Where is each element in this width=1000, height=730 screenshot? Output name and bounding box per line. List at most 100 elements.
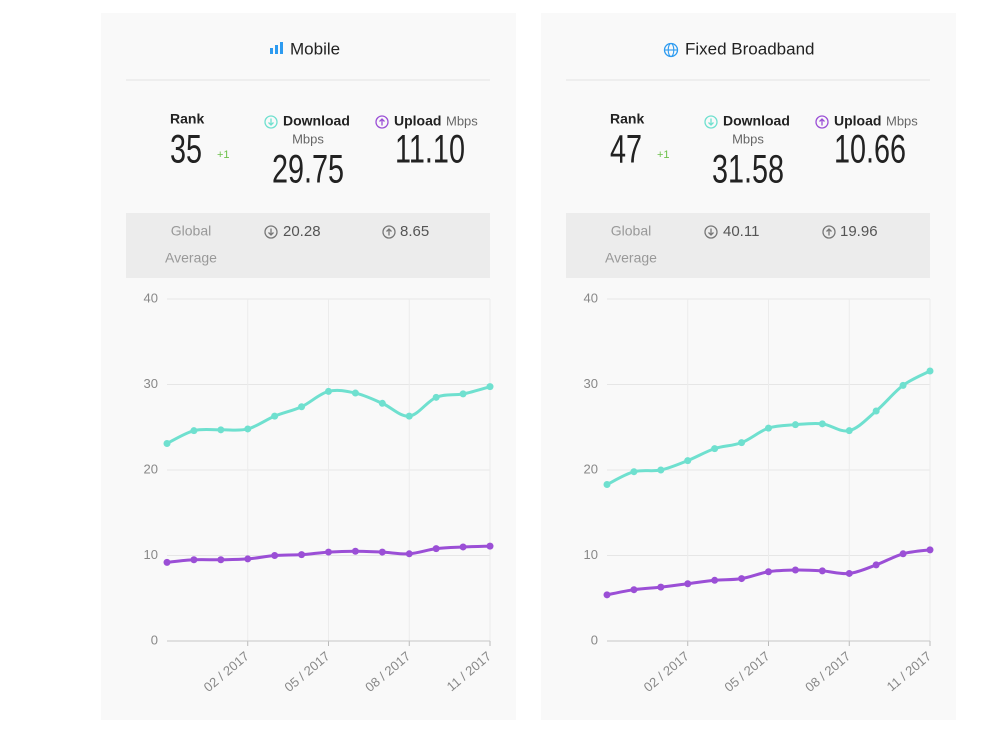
y-tick-label: 40 <box>144 290 158 305</box>
icon <box>264 225 278 239</box>
point <box>271 552 279 559</box>
point <box>657 583 665 591</box>
download-unit: Mbps <box>292 131 324 146</box>
icon <box>704 225 718 239</box>
point <box>459 390 467 398</box>
point <box>217 426 225 434</box>
download-value: 31.58 <box>712 147 784 192</box>
panel-bg <box>541 13 956 720</box>
point <box>325 387 332 395</box>
rank: 47 <box>610 127 642 172</box>
global-download: 40.11 <box>723 223 759 240</box>
point <box>630 586 638 594</box>
icon <box>819 118 825 126</box>
average-label: Average <box>165 250 217 266</box>
icon <box>382 225 396 239</box>
average-label: Average <box>605 250 657 266</box>
y-tick-label: 10 <box>584 547 598 562</box>
upload-value: 11.10 <box>395 127 465 172</box>
point <box>298 403 306 411</box>
rank-label: Rank <box>610 111 644 127</box>
y-tick-label: 0 <box>151 632 158 647</box>
rank-change: +1 <box>657 149 670 161</box>
global-upload: 19.96 <box>840 223 878 240</box>
global-download: 20.28 <box>283 223 321 240</box>
download-unit: Mbps <box>732 131 764 146</box>
point <box>486 542 494 550</box>
y-tick-label: 30 <box>144 376 158 391</box>
point <box>765 424 772 432</box>
global-label: Global <box>171 223 211 239</box>
point <box>244 555 252 563</box>
point <box>378 548 386 556</box>
icon <box>375 115 389 129</box>
global-box <box>126 213 490 278</box>
point <box>711 576 719 584</box>
panel-title: Mobile <box>290 39 340 58</box>
y-tick-label: 0 <box>591 632 598 647</box>
icon <box>815 115 829 129</box>
global-label: Global <box>611 223 651 239</box>
point <box>657 466 665 474</box>
upload-unit: Mbps <box>446 113 478 128</box>
point <box>163 558 171 566</box>
icon <box>826 228 832 236</box>
point <box>351 389 359 397</box>
icon <box>270 48 273 54</box>
point <box>738 575 746 583</box>
icon <box>280 42 283 54</box>
point <box>190 556 198 564</box>
icon <box>275 45 278 54</box>
upload-label: Upload <box>834 113 881 129</box>
point <box>711 445 719 453</box>
rank: 35 <box>170 127 202 172</box>
icon <box>268 228 274 236</box>
panel-bg <box>101 13 516 720</box>
global-upload: 8.65 <box>400 223 429 240</box>
download-value: 29.75 <box>272 147 344 192</box>
y-tick-label: 10 <box>144 547 158 562</box>
upload-unit: Mbps <box>886 113 918 128</box>
icon <box>268 118 274 126</box>
icon <box>708 228 714 236</box>
point <box>738 439 746 447</box>
point <box>603 481 611 489</box>
point <box>603 591 611 599</box>
point <box>325 548 332 556</box>
download-label: Download <box>283 113 350 129</box>
icon <box>708 118 714 126</box>
icon <box>379 118 385 126</box>
upload-value: 10.66 <box>834 127 906 172</box>
point <box>791 566 799 574</box>
point <box>899 381 907 389</box>
point <box>244 425 252 433</box>
point <box>630 468 638 476</box>
point <box>217 556 225 564</box>
upload-label: Upload <box>394 113 441 129</box>
point <box>926 367 934 375</box>
icon <box>386 228 392 236</box>
point <box>271 412 279 420</box>
point <box>486 383 494 391</box>
icon <box>264 115 278 129</box>
point <box>190 427 198 435</box>
y-tick-label: 30 <box>584 376 598 391</box>
y-tick-label: 20 <box>584 461 598 476</box>
point <box>765 568 772 576</box>
point <box>926 546 934 554</box>
y-tick-label: 20 <box>144 461 158 476</box>
point <box>845 569 853 577</box>
point <box>791 421 799 429</box>
icon <box>822 225 836 239</box>
global-box <box>566 213 930 278</box>
point <box>351 547 359 555</box>
point <box>405 412 413 420</box>
point <box>818 420 826 428</box>
point <box>684 457 692 465</box>
point <box>298 551 306 559</box>
point <box>872 561 880 569</box>
point <box>163 439 171 447</box>
point <box>378 399 386 407</box>
